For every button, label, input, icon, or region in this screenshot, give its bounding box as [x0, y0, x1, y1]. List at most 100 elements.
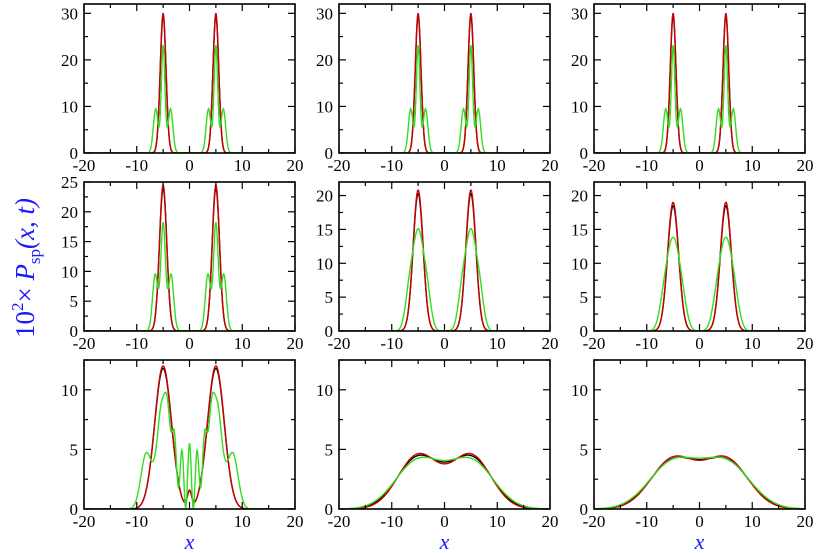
- plot-frame: [83, 359, 296, 510]
- x-tick-label: 0: [185, 156, 194, 175]
- y-tick-label: 5: [70, 292, 79, 311]
- y-tick-label: 20: [61, 51, 78, 70]
- y-tick-label: 10: [316, 97, 333, 116]
- x-tick-label: -20: [583, 156, 606, 175]
- series-line-1: [594, 455, 805, 509]
- x-tick-label: 10: [744, 156, 761, 175]
- series-line-2: [339, 45, 550, 153]
- x-tick-label: -20: [583, 334, 606, 353]
- x-tick-label: -20: [328, 512, 351, 531]
- y-tick-label: 15: [571, 220, 588, 239]
- x-tick-label: 0: [440, 334, 449, 353]
- x-tick-label: -10: [635, 156, 658, 175]
- series-line-2: [84, 222, 295, 331]
- x-axis-label: x: [439, 529, 450, 553]
- y-axis-label: 102× Psp(x, t): [8, 198, 44, 338]
- plot-frame: [83, 181, 296, 332]
- plot-frame: [338, 3, 551, 154]
- x-tick-label: 0: [185, 334, 194, 353]
- y-tick-label: 0: [325, 144, 334, 163]
- ylabel-base: 10: [10, 311, 40, 338]
- panel-1-1: -20 -10 0 10 20 0 5 10 15 20: [316, 181, 559, 353]
- x-tick-label: -20: [583, 512, 606, 531]
- series-line-2: [594, 456, 805, 509]
- y-tick-label: 5: [325, 440, 334, 459]
- panel-1-2: -20 -10 0 10 20 0 5 10 15 20: [571, 181, 814, 353]
- y-tick-label: 15: [61, 233, 78, 252]
- series-line-2: [594, 45, 805, 153]
- series-line-1: [339, 12, 550, 153]
- series-line-0: [339, 454, 550, 509]
- y-tick-label: 10: [316, 254, 333, 273]
- x-tick-label: -10: [380, 512, 403, 531]
- x-tick-label: 0: [440, 156, 449, 175]
- x-tick-label: -10: [635, 334, 658, 353]
- plot-frame: [338, 359, 551, 510]
- y-tick-label: 0: [580, 144, 589, 163]
- x-tick-label: 0: [185, 512, 194, 531]
- x-tick-label: 20: [287, 512, 304, 531]
- series-line-0: [594, 15, 805, 153]
- x-tick-label: 10: [744, 334, 761, 353]
- series-line-0: [594, 456, 805, 509]
- panel-1-0: -20 -10 0 10 20 0 5 10 15 20 25: [61, 173, 304, 353]
- series-line-2: [594, 236, 805, 331]
- y-tick-label: 20: [571, 187, 588, 206]
- plot-frame: [593, 359, 806, 510]
- x-tick-label: 0: [695, 334, 704, 353]
- y-tick-label: 5: [580, 288, 589, 307]
- y-tick-label: 5: [325, 288, 334, 307]
- x-tick-label: 10: [234, 334, 251, 353]
- x-tick-label: -20: [328, 334, 351, 353]
- x-tick-label: -10: [125, 156, 148, 175]
- x-tick-label: 20: [797, 156, 814, 175]
- panel-0-2: -20 -10 0 10 20 0 10 20 30: [571, 3, 814, 175]
- panel-0-1: -20 -10 0 10 20 0 10 20 30: [316, 3, 559, 175]
- x-tick-label: 10: [234, 156, 251, 175]
- x-tick-label: 0: [695, 156, 704, 175]
- y-tick-label: 0: [70, 322, 79, 341]
- x-tick-label: 0: [695, 512, 704, 531]
- y-tick-label: 5: [580, 440, 589, 459]
- y-tick-label: 0: [70, 144, 79, 163]
- x-tick-label: 10: [489, 156, 506, 175]
- y-tick-label: 10: [571, 381, 588, 400]
- x-axis-label: x: [184, 529, 195, 553]
- x-tick-label: 20: [542, 156, 559, 175]
- y-tick-label: 30: [316, 4, 333, 23]
- series-line-2: [339, 227, 550, 331]
- x-tick-label: 20: [797, 334, 814, 353]
- series-line-1: [84, 12, 295, 153]
- x-tick-label: -20: [328, 156, 351, 175]
- series-line-1: [339, 452, 550, 509]
- y-tick-label: 10: [571, 254, 588, 273]
- x-tick-label: 20: [797, 512, 814, 531]
- y-tick-label: 20: [316, 187, 333, 206]
- series-line-2: [339, 456, 550, 509]
- panel-2-1: -20 -10 0 10 20 0 5 10 x: [316, 359, 559, 553]
- series-line-1: [594, 201, 805, 331]
- series-line-1: [594, 12, 805, 153]
- ylabel-args: (x, t): [10, 198, 40, 249]
- y-tick-label: 10: [61, 381, 78, 400]
- series-line-2: [84, 391, 295, 509]
- series-line-1: [84, 365, 295, 509]
- series-line-0: [84, 15, 295, 153]
- x-tick-label: -20: [73, 512, 96, 531]
- y-tick-label: 15: [316, 220, 333, 239]
- series-line-1: [339, 189, 550, 331]
- series-line-0: [339, 15, 550, 153]
- x-tick-label: -10: [125, 512, 148, 531]
- plot-frame: [83, 3, 296, 154]
- series-line-0: [84, 367, 295, 509]
- panel-2-0: -20 -10 0 10 20 0 5 10 x: [61, 359, 304, 553]
- ylabel-p: P: [10, 264, 40, 282]
- x-tick-label: -10: [125, 334, 148, 353]
- ylabel-times: ×: [10, 281, 40, 303]
- panel-2-2: -20 -10 0 10 20 0 5 10 x: [571, 359, 814, 553]
- series-line-0: [594, 205, 805, 331]
- y-tick-label: 0: [580, 322, 589, 341]
- y-tick-label: 0: [70, 500, 79, 519]
